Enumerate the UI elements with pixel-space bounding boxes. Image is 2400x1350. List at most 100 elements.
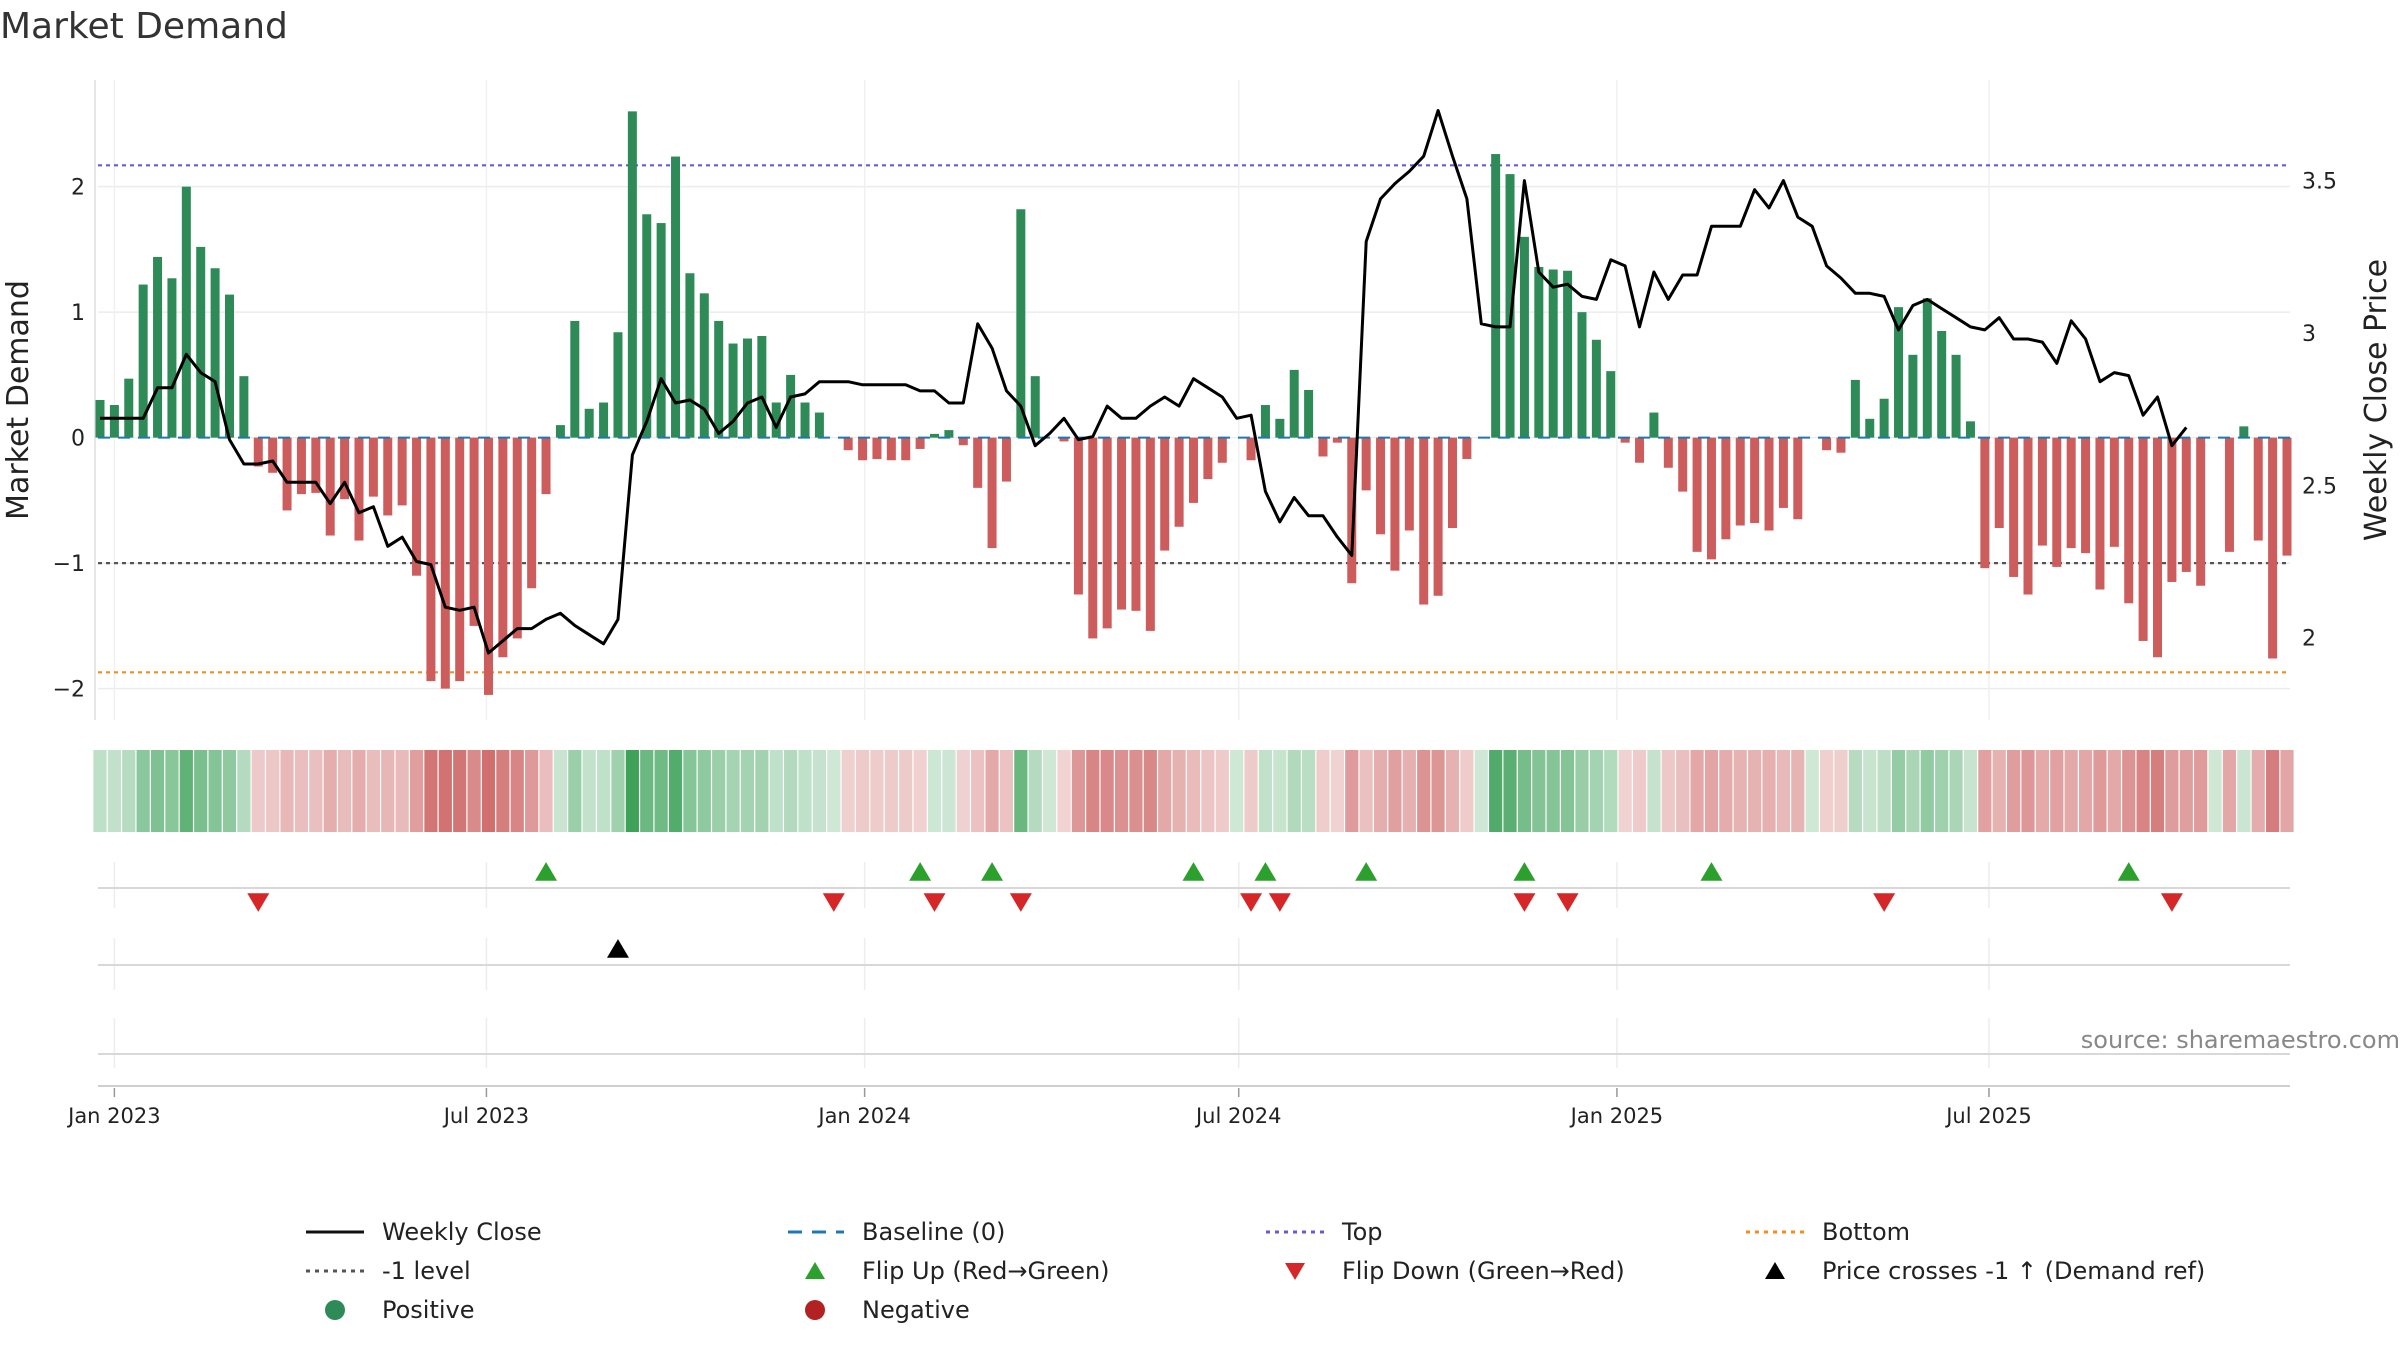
heat-strip-cell (913, 750, 927, 832)
heat-strip-cell (1230, 750, 1244, 832)
negative-demand-bar (1001, 437, 1011, 482)
demand-heat-strip (93, 750, 2294, 832)
y-right-tick-label: 2.5 (2302, 474, 2337, 499)
heat-strip-cell (1503, 750, 1517, 832)
negative-demand-bar (2009, 437, 2019, 577)
heat-strip-cell (683, 750, 697, 832)
negative-demand-bar (1376, 437, 1386, 535)
heat-strip-cell (2035, 750, 2049, 832)
flip-down-marker (1009, 893, 1032, 912)
legend-swatch-icon (805, 1299, 825, 1320)
flip-up-marker (981, 862, 1004, 881)
heat-strip-cell (2064, 750, 2078, 832)
legend-swatch-icon (325, 1299, 345, 1320)
heat-strip-cell (251, 750, 265, 832)
x-tick-label: Jul 2025 (1944, 1104, 2031, 1128)
negative-demand-bar (1059, 437, 1069, 442)
flip-up-marker (1700, 862, 1723, 881)
heat-strip-cell (1043, 750, 1057, 832)
legend-swatch-icon (805, 1261, 825, 1279)
heat-strip-cell (1618, 750, 1632, 832)
heat-strip-cell (2208, 750, 2222, 832)
positive-demand-bar (671, 156, 681, 438)
heat-strip-cell (1575, 750, 1589, 832)
heat-strip-cell (870, 750, 884, 832)
heat-strip-cell (1920, 750, 1934, 832)
heat-strip-cell (467, 750, 481, 832)
heat-strip-cell (942, 750, 956, 832)
positive-demand-bar (1965, 421, 1975, 438)
negative-demand-bar (1735, 437, 1745, 526)
positive-demand-bar (1591, 339, 1601, 438)
negative-demand-bar (2282, 437, 2292, 556)
legend-label: Bottom (1822, 1217, 1911, 1246)
heat-strip-cell (1532, 750, 1546, 832)
heat-strip-cell (1402, 750, 1416, 832)
legend-label: Price crosses -1 ↑ (Demand ref) (1822, 1256, 2206, 1285)
heat-strip-cell (165, 750, 179, 832)
flip-down-marker (247, 893, 270, 912)
flip-up-marker (1355, 862, 1378, 881)
flip-down-marker (1556, 893, 1579, 912)
heat-strip-cell (1992, 750, 2006, 832)
positive-demand-bar (786, 374, 796, 438)
x-tick-label: Jul 2023 (442, 1104, 529, 1128)
heat-strip-cell (409, 750, 424, 832)
negative-demand-bar (1160, 437, 1170, 551)
negative-demand-bar (1778, 437, 1788, 508)
weekly-close-polyline (100, 109, 2188, 655)
heat-strip-cell (395, 750, 409, 832)
legend-swatch-icon (1285, 1262, 1305, 1280)
y-right-tick-label: 3 (2302, 322, 2316, 347)
negative-demand-bar (1750, 437, 1760, 523)
flip-down-marker (1873, 893, 1896, 912)
negative-demand-bar (483, 437, 493, 695)
negative-demand-bar (268, 437, 278, 473)
negative-demand-bar (282, 437, 292, 511)
x-tick-label: Jan 2025 (1569, 1104, 1664, 1128)
positive-demand-bar (1879, 398, 1889, 438)
legend-item: -1 level (300, 1255, 780, 1286)
chart-title: Market Demand (0, 6, 288, 47)
positive-demand-bar (728, 343, 738, 438)
heat-strip-cell (323, 750, 337, 832)
heat-strip-cell (1877, 750, 1891, 832)
heat-strip-cell (136, 750, 150, 832)
heat-strip-cell (1014, 750, 1028, 832)
positive-demand-bar (613, 332, 623, 438)
negative-demand-bar (2167, 437, 2177, 582)
heat-strip-cell (1632, 750, 1647, 832)
positive-demand-bar (109, 405, 119, 438)
heat-strip-cell (855, 750, 870, 832)
heat-strip-cell (1676, 750, 1690, 832)
heat-strip-cell (2237, 750, 2251, 832)
heat-strip-cell (956, 750, 970, 832)
heat-strip-cell (640, 750, 654, 832)
heat-strip-cell (237, 750, 251, 832)
heat-strip-cell (596, 750, 611, 832)
positive-demand-bar (1865, 418, 1875, 438)
heat-strip-cell (1071, 750, 1085, 832)
heat-strip-cell (668, 750, 683, 832)
heat-strip-cell (1143, 750, 1157, 832)
positive-demand-bar (627, 111, 637, 438)
heat-strip-cell (1891, 750, 1906, 832)
negative-demand-bar (455, 437, 465, 682)
heat-strip-cell (1935, 750, 1949, 832)
positive-demand-bar (800, 402, 810, 438)
negative-demand-bar (512, 437, 522, 639)
negative-demand-bar (1764, 437, 1774, 531)
negative-demand-bar (872, 437, 882, 459)
positive-demand-bar (771, 402, 781, 438)
demand-bars (95, 111, 2292, 695)
negative-demand-bar (1390, 437, 1400, 571)
heat-strip-cell (740, 750, 755, 832)
positive-demand-bar (656, 223, 666, 438)
negative-demand-bar (901, 437, 911, 461)
heat-strip-cell (280, 750, 294, 832)
heat-strip-cell (525, 750, 539, 832)
heat-strip-cell (2122, 750, 2136, 832)
legend-swatch-icon (1765, 1261, 1785, 1279)
positive-demand-bar (930, 433, 940, 438)
